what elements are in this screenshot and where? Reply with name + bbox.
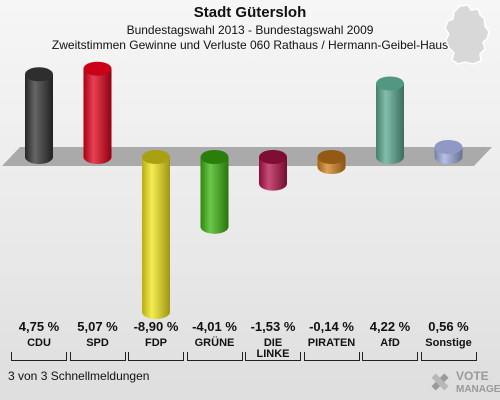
bar-body [142, 157, 170, 319]
bar-grüne [200, 150, 229, 234]
svg-text:VOTE: VOTE [456, 369, 489, 383]
bar-cap [434, 140, 463, 154]
bar-spd [83, 61, 112, 164]
baseline-band [2, 147, 492, 166]
status-text: 3 von 3 Schnellmeldungen [8, 369, 150, 383]
bar-body [259, 157, 287, 191]
bar-cap [142, 150, 170, 164]
bar-body [83, 68, 112, 164]
bar-afd [376, 76, 404, 164]
bar-cdu [25, 67, 53, 164]
bar-cap [259, 150, 287, 164]
bar-body [200, 157, 229, 234]
page-title: Stadt Gütersloh [193, 4, 307, 21]
votemanager-logo: VOTE MANAGER [431, 369, 500, 395]
chart-subtitle-2: Zweitstimmen Gewinne und Verluste 060 Ra… [51, 38, 449, 52]
bar-cap [376, 76, 404, 91]
bar-sonstige [434, 140, 463, 164]
bar-cap [25, 67, 53, 82]
svg-text:MANAGER: MANAGER [456, 384, 500, 395]
bar-piraten [317, 150, 346, 174]
bar-cap [83, 61, 112, 76]
bar-body [376, 83, 404, 164]
bar-cap [200, 150, 229, 164]
bar-body [25, 74, 53, 164]
bar-cap [317, 150, 346, 164]
germany-map-icon [444, 4, 490, 65]
chart-subtitle: Bundestagswahl 2013 - Bundestagswahl 200… [126, 23, 374, 37]
bar-die-linke [259, 150, 287, 191]
bar-fdp [142, 150, 170, 319]
